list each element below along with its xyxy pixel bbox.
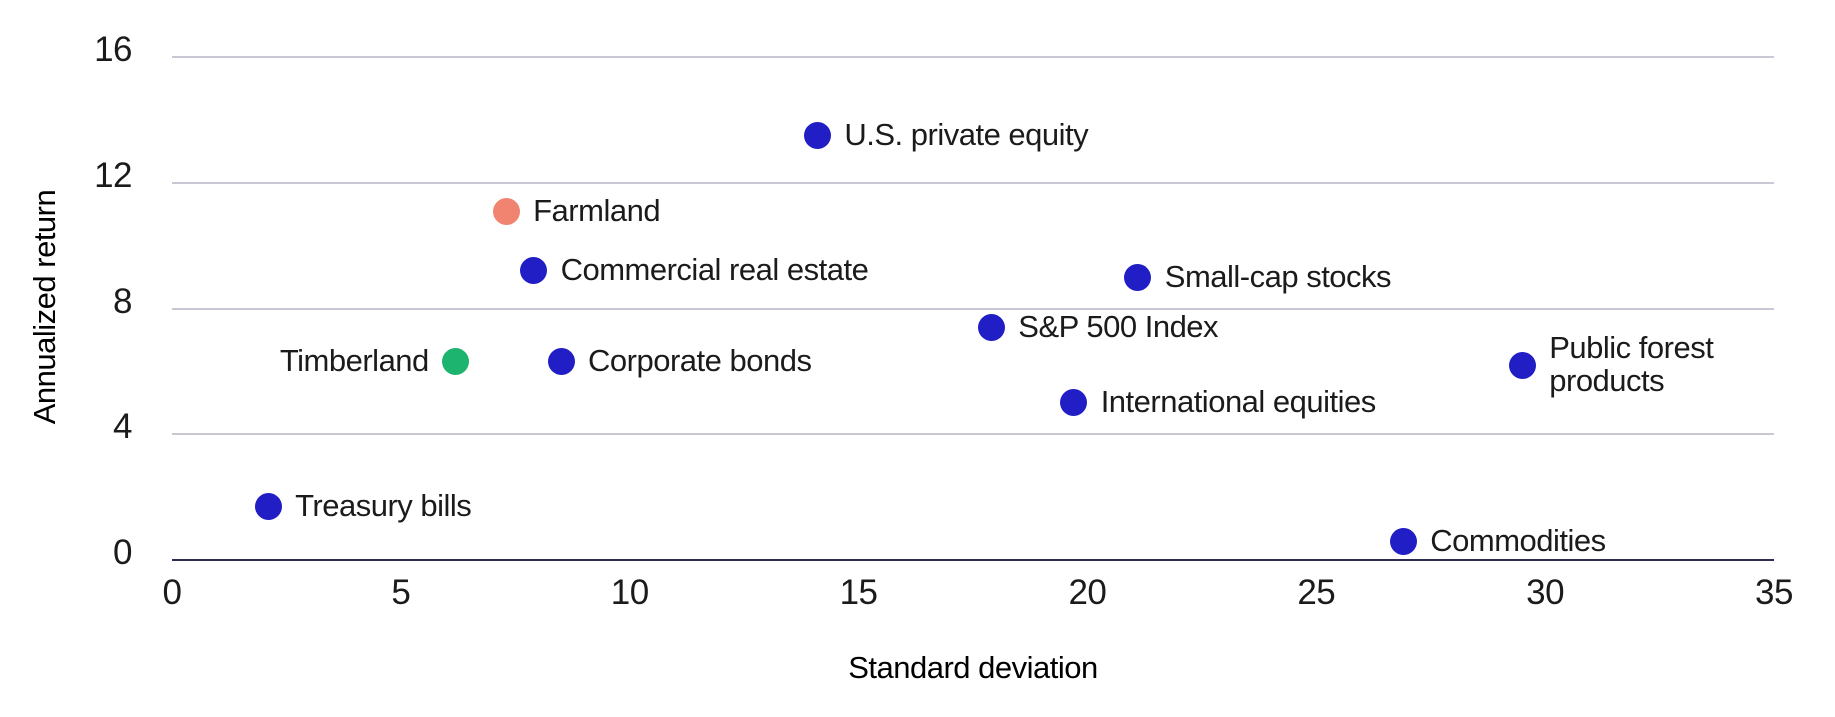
y-axis-title: Annualized return [27, 189, 62, 425]
x-tick-label: 20 [1068, 573, 1107, 612]
y-tick-label: 8 [113, 281, 132, 321]
data-point-label: U.S. private equity [844, 117, 1089, 153]
data-point-label: S&P 500 Index [1018, 308, 1219, 344]
data-point-label: Corporate bonds [588, 343, 812, 379]
x-tick-label: 0 [162, 573, 182, 612]
data-point-dot [1124, 263, 1152, 291]
data-point-label: International equities [1100, 384, 1377, 420]
data-point-label: Timberland [279, 343, 429, 379]
x-axis-title: Standard deviation [848, 650, 1098, 685]
data-point-dot [492, 197, 520, 225]
data-point-label: Treasury bills [295, 488, 472, 524]
data-point-dot [547, 348, 575, 376]
gridline [172, 307, 1774, 310]
y-tick-label: 16 [94, 30, 132, 69]
data-point-dot [803, 122, 831, 150]
x-tick-label: 5 [391, 573, 411, 612]
data-point-label: Commercial real estate [560, 252, 869, 288]
x-tick-label: 25 [1297, 573, 1336, 612]
data-point-dot [1060, 389, 1088, 417]
x-tick-label: 30 [1526, 573, 1565, 612]
y-tick-label: 0 [113, 533, 132, 572]
data-point-label: Farmland [533, 192, 661, 228]
x-tick-label: 10 [610, 573, 649, 612]
x-axis-line [172, 559, 1774, 561]
data-point-dot [254, 493, 282, 521]
data-point-label: Commodities [1430, 522, 1606, 558]
data-point-label: Small-cap stocks [1164, 258, 1392, 294]
data-point-dot [1508, 351, 1536, 379]
gridline [172, 181, 1774, 184]
data-point-label: Public forest products [1549, 330, 1714, 399]
data-point-dot [442, 348, 470, 376]
gridline [172, 433, 1774, 436]
data-point-dot [977, 313, 1005, 341]
y-tick-label: 12 [94, 155, 132, 195]
gridline [172, 56, 1774, 58]
x-tick-label: 35 [1755, 573, 1793, 612]
y-tick-label: 4 [113, 407, 132, 447]
data-point-dot [1389, 527, 1417, 555]
x-tick-label: 15 [839, 573, 878, 612]
data-point-dot [520, 257, 548, 285]
